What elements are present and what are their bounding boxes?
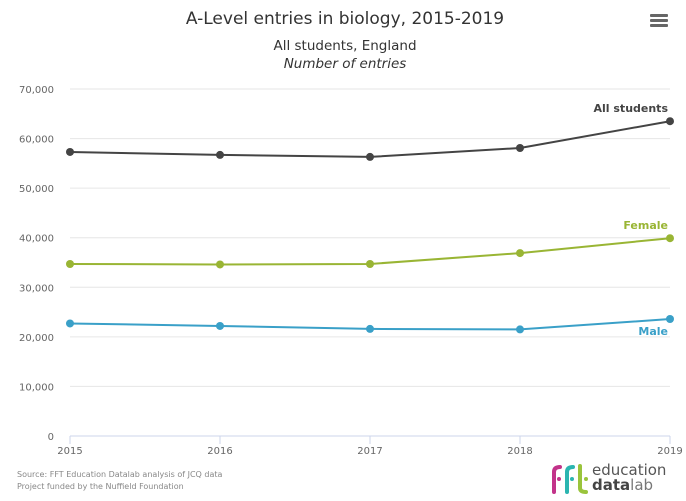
y-tick-label: 40,000: [19, 234, 54, 245]
data-point-female: [666, 234, 674, 243]
data-point-male: [366, 324, 374, 333]
logo-word-lab: lab: [630, 476, 654, 494]
x-tick-label: 2015: [57, 446, 82, 457]
chart-credits: Source: FFT Education Datalab analysis o…: [17, 469, 222, 493]
data-point-all-students: [516, 143, 524, 152]
y-tick-label: 20,000: [19, 333, 54, 344]
gridlines: [70, 88, 670, 387]
data-point-male: [516, 325, 524, 334]
chart-subtitle: All students, England: [273, 38, 416, 54]
chart-title: A-Level entries in biology, 2015-2019: [186, 9, 504, 29]
series-label-female: Female: [623, 219, 668, 232]
fft-logo-icon: [552, 464, 588, 494]
data-point-male: [66, 319, 74, 328]
education-datalab-logo: education datalab: [550, 462, 680, 496]
hamburger-menu-icon: [648, 14, 670, 27]
x-tick-label: 2017: [357, 446, 382, 457]
data-point-male: [216, 321, 224, 330]
series-lines: [66, 117, 674, 334]
y-tick-label: 0: [48, 432, 54, 443]
logo-word-datalab: datalab: [592, 478, 653, 493]
y-tick-label: 10,000: [19, 382, 54, 393]
logo-word-data: data: [592, 476, 631, 494]
x-tick-label: 2016: [207, 446, 232, 457]
y-tick-label: 70,000: [19, 85, 54, 96]
series-label-male: Male: [638, 325, 668, 338]
y-tick-label: 60,000: [19, 135, 54, 146]
y-tick-label: 30,000: [19, 283, 54, 294]
series-labels: All students Female Male: [594, 102, 669, 338]
x-tick-label: 2019: [657, 446, 682, 457]
data-point-male: [666, 315, 674, 324]
funding-credit: Project funded by the Nuffield Foundatio…: [17, 482, 184, 491]
data-point-female: [516, 249, 524, 258]
data-point-all-students: [666, 117, 674, 126]
data-point-all-students: [66, 147, 74, 156]
series-label-all-students: All students: [594, 102, 669, 115]
y-tick-label: 50,000: [19, 184, 54, 195]
data-point-all-students: [216, 150, 224, 159]
y-axis-ticks: 0 10,000 20,000 30,000 40,000 50,000 60,000 70,…: [19, 85, 54, 443]
logo-word-education: education: [592, 461, 667, 479]
source-credit: Source: FFT Education Datalab analysis o…: [17, 470, 223, 479]
x-axis: 2015 2016 2017 2018 2019: [57, 435, 683, 457]
data-point-female: [66, 259, 74, 268]
chart-subtitle-units: Number of entries: [284, 56, 407, 72]
chart-menu-button[interactable]: [648, 12, 670, 30]
data-point-female: [216, 260, 224, 269]
x-tick-label: 2018: [507, 446, 532, 457]
data-point-all-students: [366, 152, 374, 161]
data-point-female: [366, 259, 374, 268]
